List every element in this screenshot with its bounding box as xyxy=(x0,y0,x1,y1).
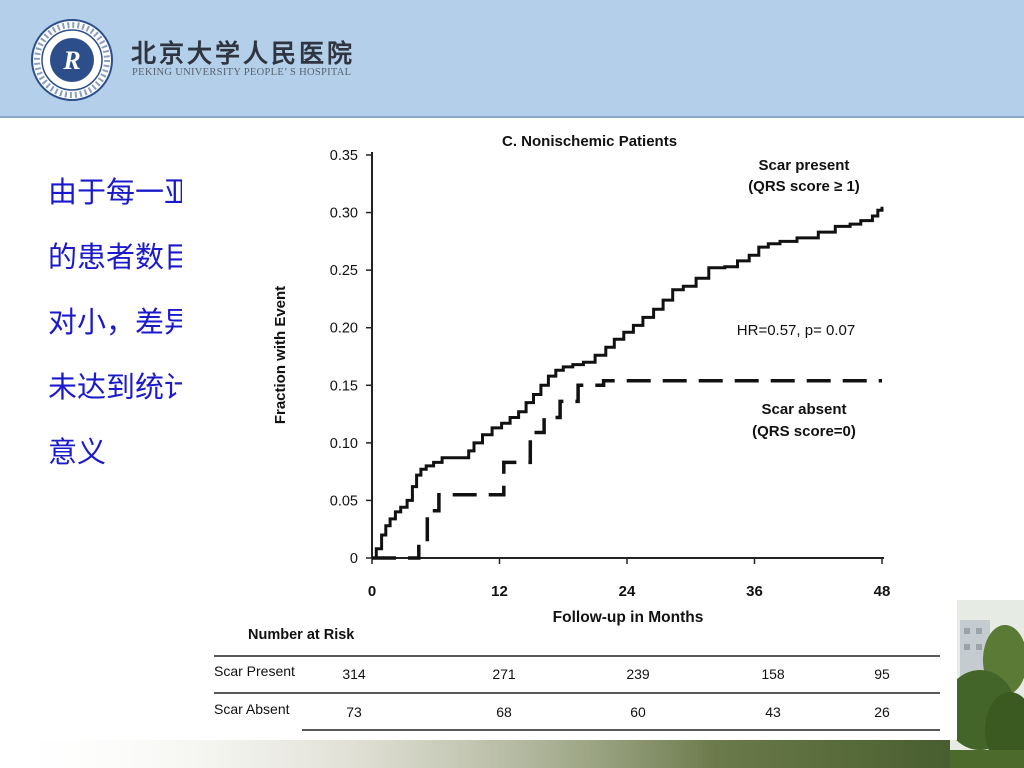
x-tick-label: 0 xyxy=(368,583,376,600)
y-tick-label: 0.25 xyxy=(330,263,358,279)
risk-cell: 95 xyxy=(874,666,890,682)
risk-cell: 68 xyxy=(496,704,512,720)
hospital-seal-logo-icon: R xyxy=(31,19,113,101)
km-chart: 00.050.100.150.200.250.300.35 0 12 24 36 48 … xyxy=(214,133,940,731)
y-tick-label: 0.10 xyxy=(330,436,358,452)
risk-cell: 26 xyxy=(874,704,890,720)
y-tick-label: 0.30 xyxy=(330,206,358,222)
svg-text:R: R xyxy=(62,46,80,75)
chart-title: C. Nonischemic Patients xyxy=(502,133,677,150)
risk-cell: 271 xyxy=(492,666,516,682)
risk-cell: 314 xyxy=(342,666,366,682)
series-line-scar-absent xyxy=(372,378,882,560)
slide-header xyxy=(0,0,1024,118)
chart-figure: 0 0.05 0.10 0.15 0.20 0.25 0.30 0.35 0 12 24 36 48 … xyxy=(182,118,957,740)
x-ticks: 0 12 24 36 48 xyxy=(368,558,891,600)
series-line-scar-present xyxy=(372,206,884,560)
y-tick-label: 0.20 xyxy=(330,321,358,337)
y-tick-label: 0.35 xyxy=(330,148,358,164)
x-tick-label: 36 xyxy=(746,583,763,600)
hospital-name-cn: 北京大学人民医院 xyxy=(131,39,356,68)
x-axis-label: Follow-up in Months xyxy=(553,609,704,626)
hr-annotation: HR=0.57, p= 0.07 xyxy=(737,322,855,339)
risk-cell: 158 xyxy=(761,666,785,682)
y-tick-label: 0 xyxy=(350,551,358,567)
y-tick-label: 0.15 xyxy=(330,378,358,394)
scar-absent-label: Scar absent xyxy=(761,401,846,418)
risk-cell: 43 xyxy=(765,704,781,720)
trees-decoration xyxy=(950,600,1024,768)
scar-present-sublabel: (QRS score ≥ 1) xyxy=(748,178,860,195)
x-tick-label: 48 xyxy=(874,583,891,600)
x-tick-label: 12 xyxy=(491,583,508,600)
scar-present-label: Scar present xyxy=(759,157,850,174)
risk-row-label: Scar Present xyxy=(214,663,295,679)
header-divider xyxy=(0,116,1024,118)
risk-table-title: Number at Risk xyxy=(248,627,355,643)
x-tick-label: 24 xyxy=(619,583,636,600)
footer-decoration xyxy=(0,740,1024,768)
scar-absent-sublabel: (QRS score=0) xyxy=(752,423,856,440)
risk-cell: 60 xyxy=(630,704,646,720)
risk-row-label: Scar Absent xyxy=(214,701,290,717)
y-tick-label: 0.05 xyxy=(330,493,358,509)
y-ticks: 0 0.05 0.10 0.15 0.20 0.25 0.30 0.35 xyxy=(330,148,372,567)
hospital-name-en: PEKING UNIVERSITY PEOPLE’ S HOSPITAL xyxy=(132,67,352,78)
risk-table-rows: Scar Present 314 271 239 158 95 Scar Absent 73 6… xyxy=(214,663,890,720)
y-axis-label: Fraction with Event xyxy=(272,286,289,424)
series-layer xyxy=(372,206,884,560)
risk-cell: 239 xyxy=(626,666,650,682)
risk-cell: 73 xyxy=(346,704,362,720)
